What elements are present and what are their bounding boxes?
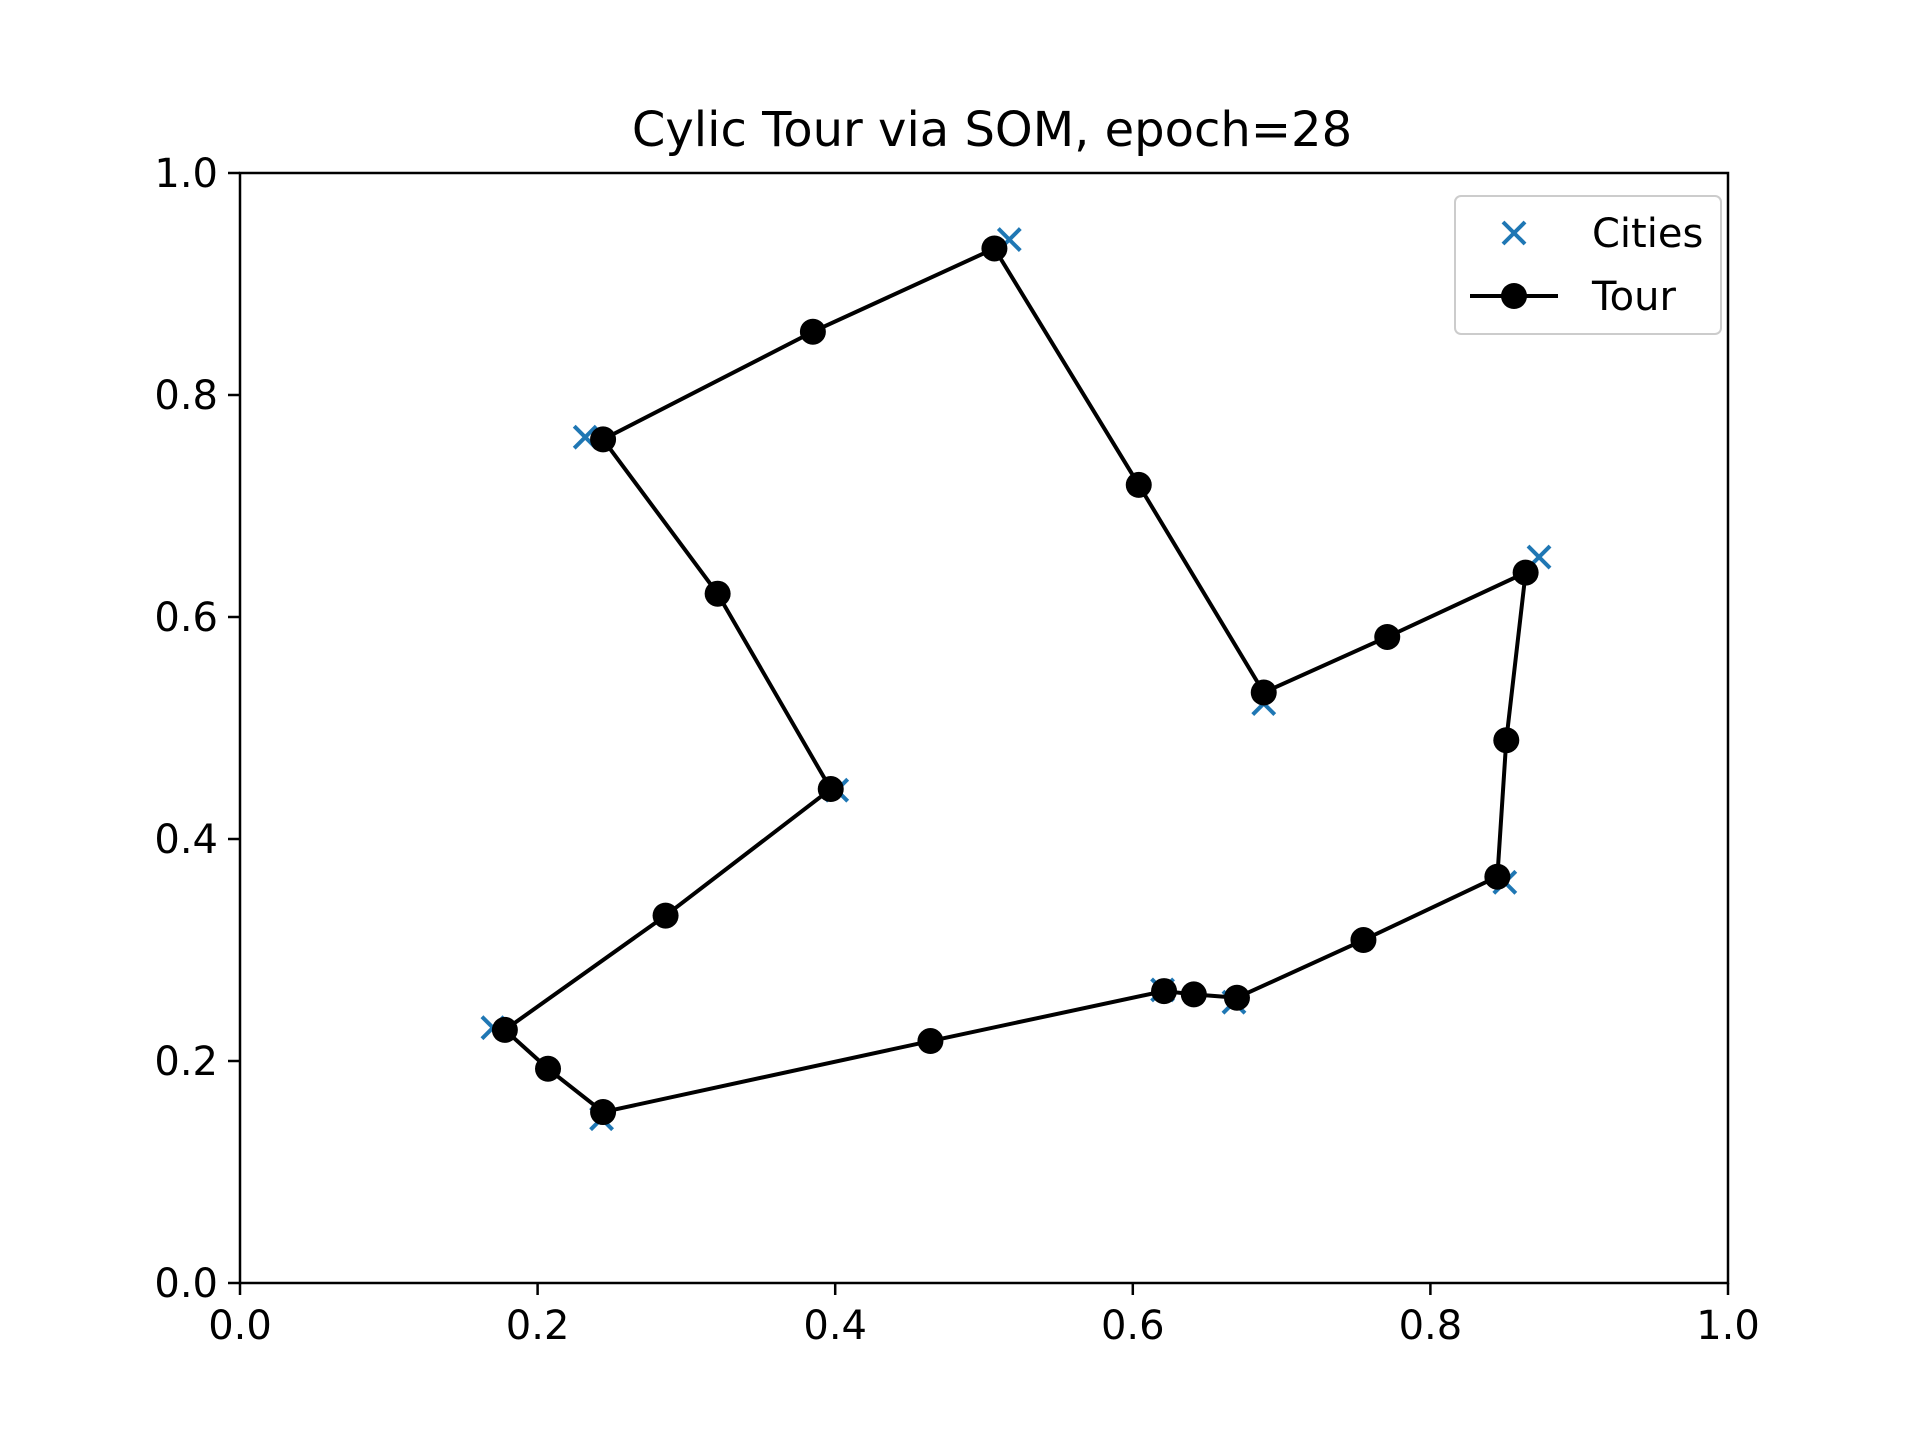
tour-point xyxy=(1180,981,1207,1008)
y-tick-label: 0.8 xyxy=(154,373,218,419)
tour-point xyxy=(1350,927,1377,954)
x-tick-label: 1.0 xyxy=(1696,1303,1760,1349)
legend-cities-label: Cities xyxy=(1592,211,1703,257)
y-tick-label: 0.2 xyxy=(154,1039,218,1085)
tour-point xyxy=(1493,727,1520,754)
y-tick-label: 1.0 xyxy=(154,151,218,197)
tour-point xyxy=(704,580,731,607)
tour-point xyxy=(817,776,844,803)
legend: Cities Tour xyxy=(1454,195,1722,335)
x-tick-label: 0.2 xyxy=(506,1303,570,1349)
tour-point xyxy=(652,902,679,929)
y-tick-label: 0.4 xyxy=(154,817,218,863)
tour-point xyxy=(1374,623,1401,650)
y-tick-label: 0.6 xyxy=(154,595,218,641)
legend-tour-marker xyxy=(1501,283,1527,309)
tour-point xyxy=(1223,984,1250,1011)
tour-point xyxy=(1512,559,1539,586)
city-marker-stroke xyxy=(572,424,598,450)
x-tick-label: 0.6 xyxy=(1101,1303,1165,1349)
legend-cities-marker xyxy=(1501,220,1527,246)
tour-point xyxy=(491,1016,518,1043)
tour-point xyxy=(535,1055,562,1082)
legend-tour-label: Tour xyxy=(1591,274,1676,320)
tour-point xyxy=(590,1099,617,1126)
plot-frame xyxy=(238,171,1730,1285)
tour-point xyxy=(1250,679,1277,706)
x-tick-label: 0.4 xyxy=(803,1303,867,1349)
tour-point xyxy=(1151,978,1178,1005)
x-tick-label: 0.8 xyxy=(1399,1303,1463,1349)
plot-area xyxy=(480,227,1552,1132)
axes: 0.0 0.2 0.4 0.6 0.8 1.0 0.0 0.2 0.4 0.6 0.8 1.0 xyxy=(154,151,1759,1349)
tour-point xyxy=(1484,863,1511,890)
tour-point xyxy=(799,318,826,345)
tour-point xyxy=(1125,471,1152,498)
tour-point xyxy=(981,235,1008,262)
tour-point xyxy=(917,1028,944,1055)
tour-point xyxy=(590,426,617,453)
chart-title: Cylic Tour via SOM, epoch=28 xyxy=(632,102,1352,158)
x-tick-label: 0.0 xyxy=(208,1303,272,1349)
y-tick-label: 0.0 xyxy=(154,1261,218,1307)
